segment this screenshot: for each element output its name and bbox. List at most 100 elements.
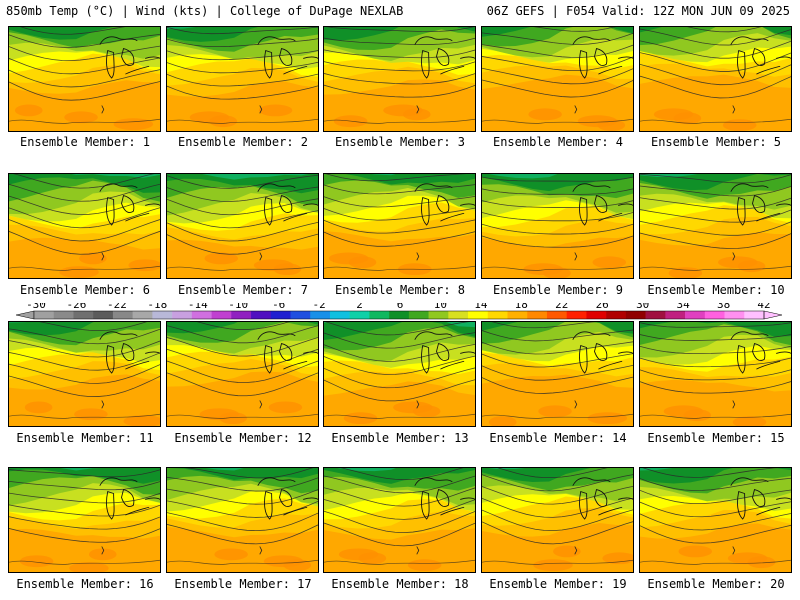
height-contour: [167, 512, 318, 531]
warm-patch: [74, 408, 108, 421]
height-contour: [9, 45, 160, 62]
height-contour: [9, 492, 160, 504]
colorbar-tick-label: 26: [596, 303, 609, 311]
warm-patch: [59, 266, 99, 278]
wind-barb-mark: [259, 400, 263, 409]
coastline: [640, 118, 791, 124]
colorbar-tick-label: -6: [272, 303, 285, 311]
height-contour: [640, 40, 791, 59]
great-lakes-outline: [257, 36, 318, 79]
height-contour: [640, 185, 791, 197]
height-contour: [9, 352, 160, 371]
ensemble-map-panel: [8, 321, 161, 427]
warm-patch: [14, 104, 43, 117]
temperature-field-map: [9, 468, 160, 572]
ensemble-map-panel: [323, 26, 476, 132]
warm-patch: [253, 259, 294, 272]
warm-patch: [407, 559, 442, 572]
colorbar-segment: [310, 311, 331, 319]
ensemble-map-panel: [639, 321, 792, 427]
temperature-band: [167, 174, 318, 194]
great-lakes-outline: [572, 331, 633, 374]
height-contour: [640, 232, 791, 249]
height-contour: [167, 488, 318, 505]
warm-patch: [727, 552, 768, 565]
colorbar-tick-label: -14: [188, 303, 208, 311]
ensemble-member-label: Ensemble Member: 6: [19, 283, 151, 297]
height-contour: [9, 207, 160, 229]
colorbar-tick-label: -10: [228, 303, 248, 311]
colorbar-segment: [408, 311, 429, 319]
ensemble-member-label: Ensemble Member: 2: [177, 135, 309, 149]
colorbar-segment: [73, 311, 94, 319]
ensemble-member-label: Ensemble Member: 18: [331, 577, 469, 591]
height-contour: [167, 73, 318, 87]
temperature-field-map: [482, 468, 633, 572]
height-contour: [324, 219, 475, 234]
coastline: [167, 559, 318, 565]
height-contour: [640, 369, 791, 381]
ensemble-member-label: Ensemble Member: 13: [331, 431, 469, 445]
colorbar-tick-label: -30: [26, 303, 46, 311]
temperature-field-map: [9, 27, 160, 131]
warm-patch: [338, 548, 379, 561]
wind-barb-mark: [416, 105, 420, 114]
great-lakes-outline: [99, 331, 160, 374]
ensemble-member-label: Ensemble Member: 4: [492, 135, 624, 149]
height-contour: [640, 501, 791, 518]
colorbar-segment: [290, 311, 311, 319]
colorbar-segment: [152, 311, 173, 319]
temperature-field-map: [167, 322, 318, 426]
colorbar-segment: [349, 311, 370, 319]
great-lakes-outline: [414, 477, 475, 520]
height-contour: [167, 198, 318, 216]
ensemble-map-panel: [323, 173, 476, 279]
warm-patch: [19, 555, 54, 568]
warm-patch: [64, 111, 98, 124]
ensemble-map-panel: [323, 467, 476, 573]
ensemble-member-label: Ensemble Member: 1: [19, 135, 151, 149]
colorbar-segment: [231, 311, 252, 319]
warm-patch: [214, 548, 248, 561]
height-contour: [640, 489, 791, 505]
height-contour: [324, 184, 475, 195]
height-contour: [9, 69, 160, 88]
colorbar-segment: [546, 311, 567, 319]
great-lakes-outline: [572, 183, 633, 226]
height-contour: [324, 231, 475, 247]
height-contour: [324, 475, 475, 494]
map-title: 850mb Temp (°C) | Wind (kts) | College o…: [6, 4, 404, 18]
colorbar-segment: [625, 311, 646, 319]
height-contour: [324, 367, 475, 389]
colorbar-segment: [93, 311, 114, 319]
height-contour: [482, 521, 633, 545]
wind-barb-mark: [574, 105, 578, 114]
height-contour: [9, 219, 160, 242]
wind-barb-mark: [574, 546, 578, 555]
height-contour: [326, 27, 475, 33]
height-contour: [497, 468, 608, 479]
warm-patch: [24, 401, 53, 414]
colorbar-tick-label: 30: [636, 303, 649, 311]
height-contour: [640, 220, 791, 236]
height-contour: [324, 343, 475, 362]
ensemble-map-panel: [166, 173, 319, 279]
ensemble-map-panel: [166, 26, 319, 132]
temperature-band: [482, 468, 633, 483]
colorbar-tick-label: -18: [147, 303, 167, 311]
coastline: [482, 118, 633, 124]
height-contour: [687, 27, 762, 33]
height-contour: [167, 186, 318, 202]
height-contour: [167, 360, 318, 383]
temperature-band: [640, 27, 791, 46]
ensemble-member-label: Ensemble Member: 8: [334, 283, 466, 297]
temperature-field-map: [640, 322, 791, 426]
height-contour: [167, 372, 318, 397]
temperature-band: [9, 468, 160, 471]
wind-barb-mark: [416, 546, 420, 555]
temperature-band: [167, 27, 318, 42]
coastline: [9, 559, 160, 565]
temperature-field-map: [9, 174, 160, 278]
warm-patch: [113, 118, 154, 131]
warm-patch: [328, 252, 369, 265]
